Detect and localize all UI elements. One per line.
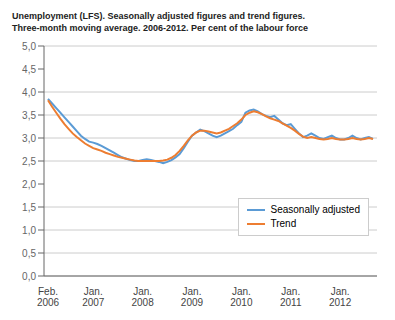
svg-text:Feb.2006: Feb.2006	[37, 286, 60, 308]
svg-text:0,5: 0,5	[22, 248, 36, 259]
html-text:Seasonally adjusted: Seasonally adjusted	[270, 204, 360, 215]
html-text:Trend: Trend	[270, 218, 297, 229]
svg-text:Jan.2010: Jan.2010	[230, 286, 253, 308]
svg-text:1,0: 1,0	[22, 225, 36, 236]
svg-text:Jan.2008: Jan.2008	[131, 286, 154, 308]
html-text:Unemployment (LFS). Seasonally: Unemployment (LFS). Seasonally adjusted …	[12, 11, 306, 21]
html-text:Three-month moving average. 20: Three-month moving average. 2006-2012. P…	[12, 23, 309, 33]
svg-text:4,0: 4,0	[22, 87, 36, 98]
svg-text:5,0: 5,0	[22, 41, 36, 52]
svg-text:4,5: 4,5	[22, 64, 36, 75]
svg-text:Jan.2012: Jan.2012	[329, 286, 352, 308]
svg-text:1,5: 1,5	[22, 202, 36, 213]
svg-text:Jan.2007: Jan.2007	[82, 286, 105, 308]
svg-text:3,5: 3,5	[22, 110, 36, 121]
svg-text:2,5: 2,5	[22, 156, 36, 167]
svg-text:Jan.2011: Jan.2011	[280, 286, 302, 308]
svg-text:3,0: 3,0	[22, 133, 36, 144]
svg-text:Jan.2009: Jan.2009	[181, 286, 204, 308]
svg-text:2,0: 2,0	[22, 179, 36, 190]
svg-text:0,0: 0,0	[22, 271, 36, 282]
